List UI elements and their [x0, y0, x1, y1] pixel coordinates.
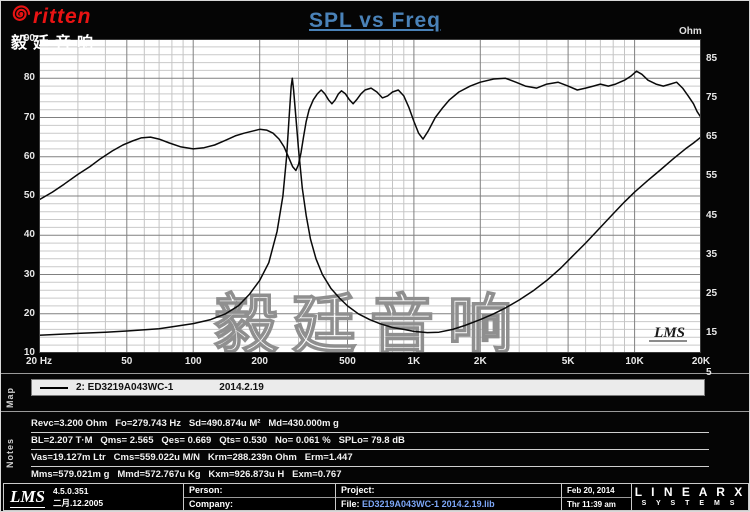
footer-date: Feb 20, 2014: [562, 484, 631, 498]
x-tick: 1K: [407, 356, 421, 367]
brand-logo: ritten 毅廷音响: [11, 4, 99, 53]
note-line: Mms=579.021m g Mmd=572.767u Kg Kxm=926.8…: [31, 467, 709, 484]
lms-build-date: 二月.12.2005: [52, 498, 104, 508]
map-section: Map 2: ED3219A043WC-1 2014.2.19: [1, 373, 749, 412]
y-left-tick: 40: [23, 229, 35, 241]
file-label: File:: [341, 499, 360, 509]
note-line: Revc=3.200 Ohm Fo=279.743 Hz Sd=490.874u…: [31, 416, 709, 433]
x-tick: 5K: [561, 356, 575, 367]
linearx-logo-line1: L I N E A R X: [634, 485, 746, 499]
x-tick: 10K: [625, 356, 644, 367]
y-right-tick: 85: [706, 52, 718, 64]
footer-project-cell: Project: File: ED3219A043WC-1 2014.2.19.…: [336, 484, 562, 510]
brand-spiral-icon: [11, 4, 31, 29]
x-tick: 100: [184, 356, 202, 367]
x-tick: 20 Hz: [25, 356, 53, 367]
brand-chinese-name: 毅廷音响: [11, 33, 100, 52]
y-left-tick: 90: [23, 33, 35, 44]
legend-date: 2014.2.19: [219, 382, 264, 393]
y-right-tick: 5: [706, 366, 712, 378]
note-line: Vas=19.127m Ltr Cms=559.022u M/N Krm=288…: [31, 450, 709, 467]
map-section-label: Map: [5, 387, 15, 408]
spl-curve: [38, 70, 702, 201]
lms-version: 4.5.0.351: [52, 486, 89, 496]
project-label: Project:: [336, 484, 561, 498]
footer-datetime-cell: Feb 20, 2014 Thr 11:39 am: [562, 484, 632, 510]
y-right-tick: 35: [706, 248, 718, 260]
x-tick: 20K: [691, 356, 711, 367]
legend-curve-name: 2: ED3219A043WC-1: [76, 382, 174, 393]
footer-bar: LMS 4.5.0.351 二月.12.2005 Person: Company…: [3, 483, 749, 511]
y-left-tick: 20: [23, 307, 35, 319]
y-right-tick: 15: [706, 327, 718, 339]
file-row: File: ED3219A043WC-1 2014.2.19.lib: [336, 498, 561, 510]
y-left-tick: 10: [23, 347, 35, 358]
lms-logo: LMS: [10, 486, 45, 508]
notes-section: Notes Revc=3.200 Ohm Fo=279.743 Hz Sd=49…: [1, 411, 749, 484]
y-right-tick: 45: [706, 209, 718, 221]
spl-vs-freq-plot: 毅廷音响 LMS: [38, 38, 702, 364]
footer-person-cell: Person: Company:: [184, 484, 336, 510]
note-line: BL=2.207 T·M Qms= 2.565 Qes= 0.669 Qts= …: [31, 433, 709, 450]
y-right-tick: 75: [706, 91, 718, 103]
x-tick: 2K: [473, 356, 487, 367]
lms-plot-logo: LMS: [653, 325, 685, 341]
brand-name: ritten: [33, 4, 92, 28]
x-tick: 50: [121, 356, 133, 367]
plot-canvas: 毅廷音响 LMS: [38, 38, 702, 364]
linearx-logo: L I N E A R X S Y S T E M S: [632, 484, 748, 510]
file-value: ED3219A043WC-1 2014.2.19.lib: [362, 499, 495, 509]
y-left-tick: 80: [23, 72, 35, 84]
notes-box: Revc=3.200 Ohm Fo=279.743 Hz Sd=490.874u…: [31, 416, 709, 484]
footer-time: Thr 11:39 am: [567, 500, 616, 509]
linearx-logo-line2: S Y S T E M S: [641, 500, 739, 507]
company-label: Company:: [189, 499, 234, 509]
page-title: SPL vs Freq: [309, 9, 441, 32]
legend-line-swatch: [40, 386, 68, 389]
y-left-tick: 30: [23, 268, 35, 280]
plot-border: [39, 39, 701, 353]
y-left-tick: 70: [23, 111, 35, 123]
watermark-text: 毅廷音响: [214, 289, 526, 353]
notes-section-label: Notes: [5, 437, 15, 468]
person-label: Person:: [184, 484, 335, 498]
x-tick: 500: [339, 356, 356, 367]
y-right-tick: 55: [706, 170, 718, 182]
right-axis-unit-label: Ohm: [679, 26, 702, 37]
footer-lms-cell: LMS 4.5.0.351 二月.12.2005: [4, 484, 184, 510]
legend-row: 2: ED3219A043WC-1 2014.2.19: [31, 379, 705, 396]
y-right-tick: 25: [706, 288, 718, 300]
impedance-curve: [38, 77, 702, 337]
y-left-tick: 50: [23, 190, 35, 201]
y-left-tick: 60: [23, 150, 35, 162]
x-tick: 200: [251, 356, 268, 367]
y-right-tick: 65: [706, 131, 718, 143]
